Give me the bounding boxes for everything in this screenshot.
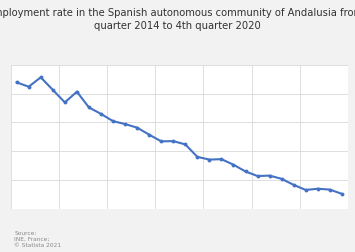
Text: Source:
INE, France;
© Statista 2021: Source: INE, France; © Statista 2021 xyxy=(14,230,61,247)
Text: Unemployment rate in the Spanish autonomous community of Andalusia from 1st
quar: Unemployment rate in the Spanish autonom… xyxy=(0,8,355,31)
